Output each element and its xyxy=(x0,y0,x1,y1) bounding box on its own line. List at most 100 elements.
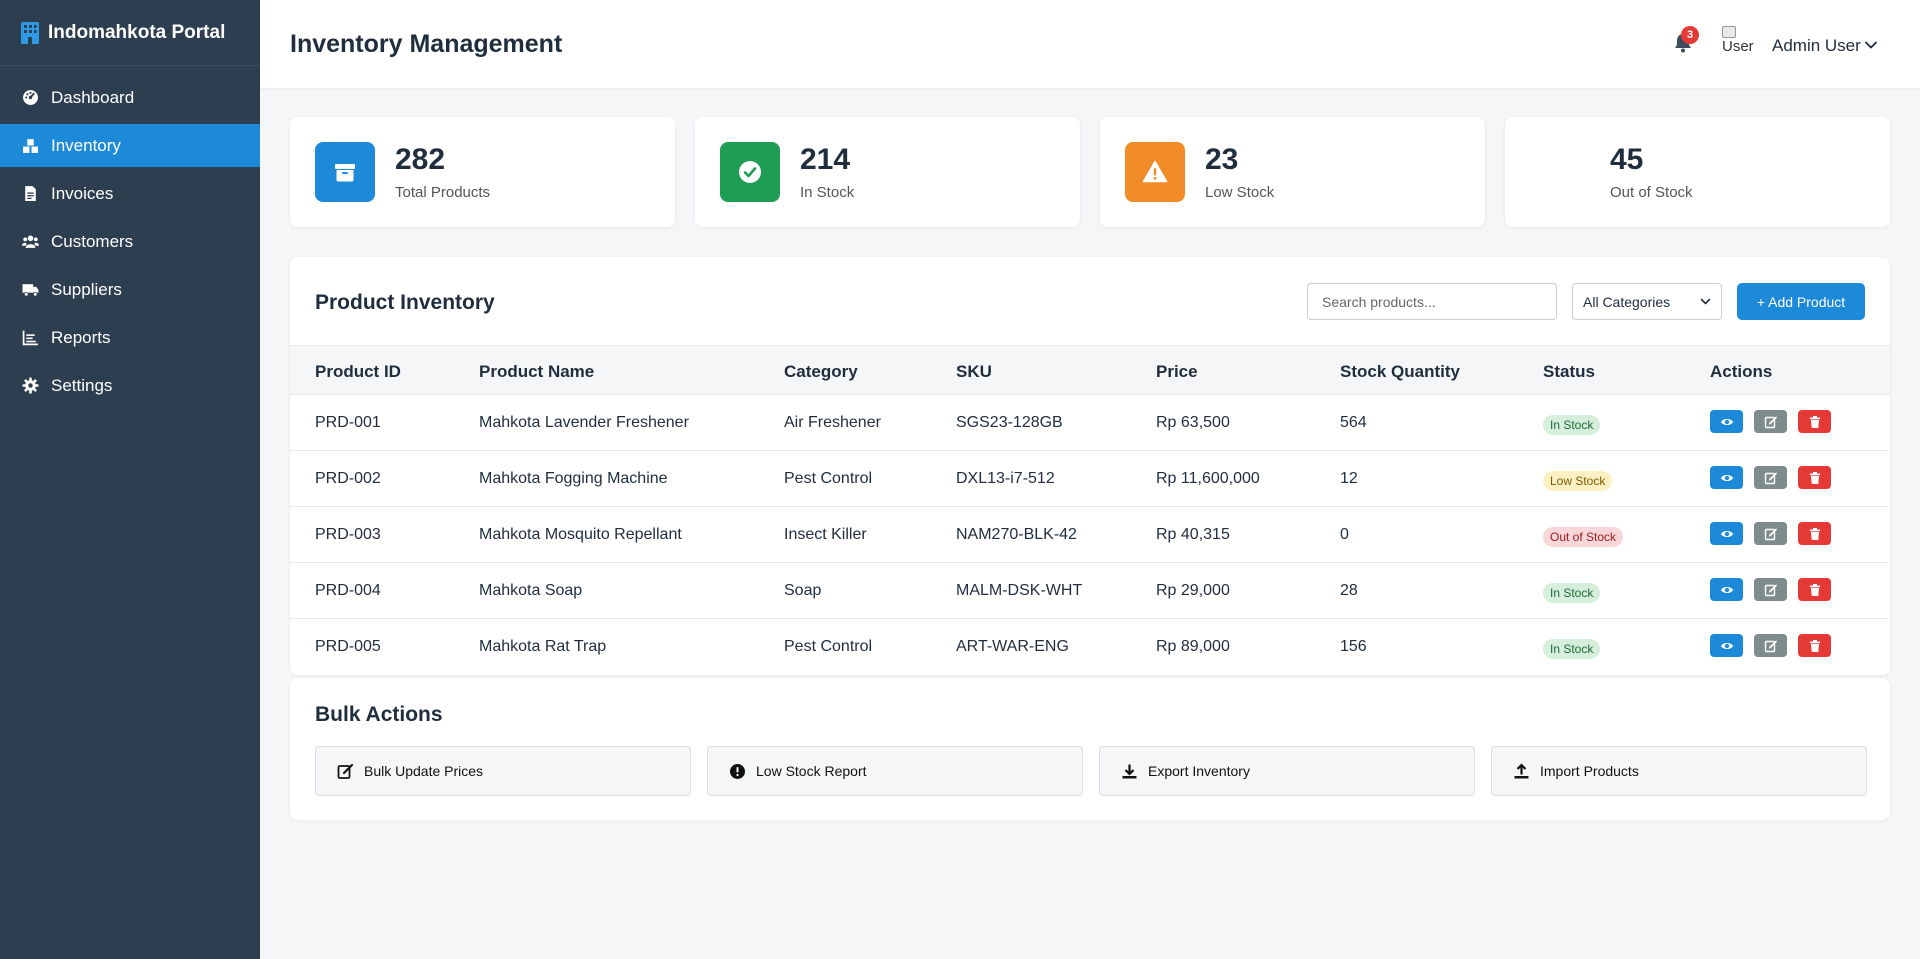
delete-button[interactable] xyxy=(1798,522,1831,545)
column-header[interactable]: Stock Quantity xyxy=(1340,362,1460,381)
stat-card-out-of-stock: 45 Out of Stock xyxy=(1505,117,1890,227)
cell-product-name: Mahkota Soap xyxy=(479,582,583,599)
cell-product-name: Mahkota Rat Trap xyxy=(479,638,607,655)
bulk-actions-title: Bulk Actions xyxy=(315,703,443,726)
delete-button[interactable] xyxy=(1798,634,1831,657)
eye-icon xyxy=(1720,530,1733,537)
cell-category: Air Freshener xyxy=(784,414,881,431)
sidebar-item-customers[interactable]: Customers xyxy=(0,220,260,263)
stat-icon-warning xyxy=(1125,142,1185,202)
column-header[interactable]: Price xyxy=(1156,362,1198,381)
view-button[interactable] xyxy=(1710,410,1743,433)
delete-button[interactable] xyxy=(1798,410,1831,433)
view-button[interactable] xyxy=(1710,578,1743,601)
cell-sku: MALM-DSK-WHT xyxy=(956,582,1083,599)
delete-button[interactable] xyxy=(1798,578,1831,601)
trash-icon xyxy=(1809,471,1820,484)
stat-value: 45 xyxy=(1610,143,1644,176)
column-header[interactable]: Product Name xyxy=(479,362,595,381)
edit-button[interactable] xyxy=(1754,466,1787,489)
bulk-actions-panel: Bulk Actions Bulk Update Prices Low Stoc… xyxy=(290,678,1890,820)
bulk-update-prices-button[interactable]: Bulk Update Prices xyxy=(315,746,691,796)
broken-image-icon xyxy=(1722,26,1736,38)
sidebar-item-label: Invoices xyxy=(51,183,114,203)
stat-icon-box xyxy=(315,142,375,202)
cell-product-id: PRD-002 xyxy=(315,470,381,487)
chart-line-icon xyxy=(22,329,39,346)
status-badge: In Stock xyxy=(1543,415,1601,435)
cell-price: Rp 89,000 xyxy=(1156,638,1230,655)
gear-icon xyxy=(22,377,39,394)
cell-category: Pest Control xyxy=(784,470,873,487)
page-title: Inventory Management xyxy=(290,30,563,58)
view-button[interactable] xyxy=(1710,466,1743,489)
import-products-button[interactable]: Import Products xyxy=(1491,746,1867,796)
category-select[interactable]: All Categories xyxy=(1572,283,1722,320)
status-badge: In Stock xyxy=(1543,583,1601,603)
cell-product-name: Mahkota Mosquito Repellant xyxy=(479,526,682,543)
stat-card-in-stock: 214 In Stock xyxy=(695,117,1080,227)
trash-icon xyxy=(1809,415,1820,428)
cell-stock: 156 xyxy=(1340,638,1367,655)
edit-button[interactable] xyxy=(1754,410,1787,433)
cell-product-id: PRD-003 xyxy=(315,526,381,543)
sidebar-item-invoices[interactable]: Invoices xyxy=(0,172,260,215)
low-stock-report-button[interactable]: Low Stock Report xyxy=(707,746,1083,796)
bulk-action-label: Bulk Update Prices xyxy=(364,763,484,779)
upload-icon xyxy=(1514,762,1529,778)
edit-button[interactable] xyxy=(1754,634,1787,657)
warning-icon xyxy=(1142,160,1168,183)
sidebar-item-dashboard[interactable]: Dashboard xyxy=(0,76,260,119)
status-badge: Low Stock xyxy=(1543,471,1613,491)
edit-icon xyxy=(1764,472,1777,484)
add-product-button[interactable]: + Add Product xyxy=(1737,283,1865,320)
eye-icon xyxy=(1720,474,1733,481)
sidebar-item-label: Dashboard xyxy=(51,87,135,107)
chevron-down-icon[interactable] xyxy=(1864,38,1878,52)
column-header[interactable]: Product ID xyxy=(315,362,401,381)
edit-icon xyxy=(1764,528,1777,540)
app-title: Indomahkota Portal xyxy=(48,21,226,43)
avatar[interactable]: User xyxy=(1722,26,1754,60)
sidebar-item-settings[interactable]: Settings xyxy=(0,364,260,407)
brand[interactable]: Indomahkota Portal xyxy=(0,0,260,66)
stat-icon-empty xyxy=(1530,142,1590,202)
edit-icon xyxy=(1764,416,1777,428)
table-header: Product ID Product Name Category SKU Pri… xyxy=(290,345,1890,395)
stat-icon-check xyxy=(720,142,780,202)
table-row: PRD-005 Mahkota Rat Trap Pest Control AR… xyxy=(290,619,1890,675)
edit-button[interactable] xyxy=(1754,578,1787,601)
sidebar-item-label: Customers xyxy=(51,231,134,251)
cell-product-id: PRD-001 xyxy=(315,414,381,431)
status-badge: Out of Stock xyxy=(1543,527,1624,547)
trash-icon xyxy=(1809,639,1820,652)
stat-card-total-products: 282 Total Products xyxy=(290,117,675,227)
delete-button[interactable] xyxy=(1798,466,1831,489)
search-input[interactable] xyxy=(1307,283,1557,320)
avatar-alt-text: User xyxy=(1722,38,1754,55)
column-header[interactable]: Status xyxy=(1543,362,1595,381)
view-button[interactable] xyxy=(1710,522,1743,545)
table-row: PRD-001 Mahkota Lavender Freshener Air F… xyxy=(290,395,1890,451)
cell-price: Rp 29,000 xyxy=(1156,582,1230,599)
stat-card-low-stock: 23 Low Stock xyxy=(1100,117,1485,227)
dashboard-icon xyxy=(22,89,39,106)
stat-label: Out of Stock xyxy=(1610,184,1693,201)
view-button[interactable] xyxy=(1710,634,1743,657)
user-name[interactable]: Admin User xyxy=(1772,36,1861,55)
sidebar-item-reports[interactable]: Reports xyxy=(0,316,260,359)
edit-icon xyxy=(1764,584,1777,596)
panel-title: Product Inventory xyxy=(315,291,495,314)
sidebar-item-suppliers[interactable]: Suppliers xyxy=(0,268,260,311)
stat-value: 282 xyxy=(395,143,446,176)
edit-icon xyxy=(1764,640,1777,652)
file-invoice-icon xyxy=(22,185,39,202)
edit-button[interactable] xyxy=(1754,522,1787,545)
export-inventory-button[interactable]: Export Inventory xyxy=(1099,746,1475,796)
column-header[interactable]: Category xyxy=(784,362,858,381)
cell-sku: NAM270-BLK-42 xyxy=(956,526,1077,543)
cell-product-id: PRD-004 xyxy=(315,582,381,599)
column-header[interactable]: SKU xyxy=(956,362,992,381)
sidebar-item-inventory[interactable]: Inventory xyxy=(0,124,260,167)
eye-icon xyxy=(1720,642,1733,649)
